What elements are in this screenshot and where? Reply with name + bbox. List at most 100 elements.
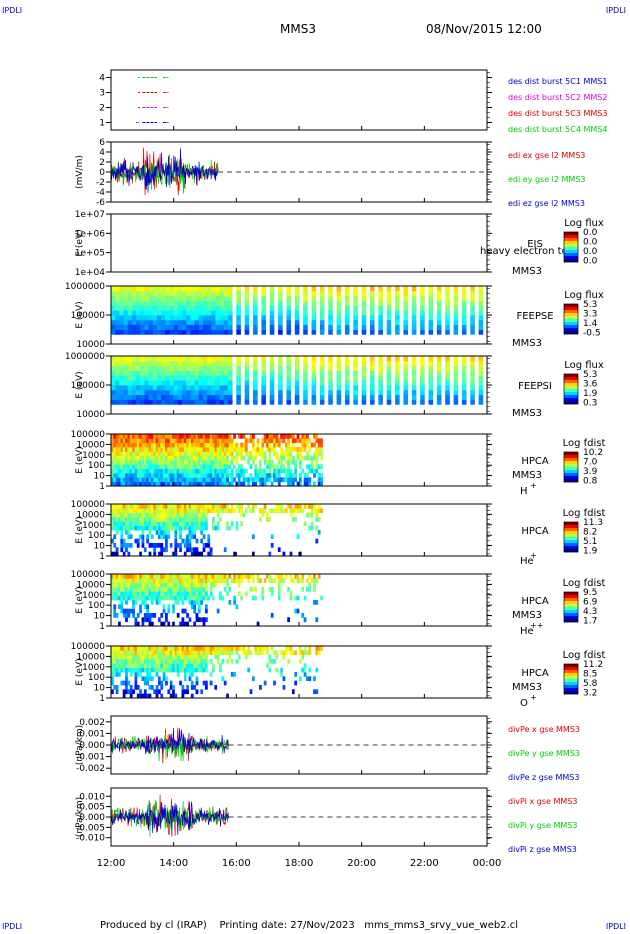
spectrogram-cell — [129, 508, 133, 514]
spectrogram-cell — [148, 543, 152, 548]
spectrogram-cell — [236, 375, 241, 381]
spectrogram-cell — [219, 574, 222, 579]
y-tick-label: 1 — [99, 552, 105, 562]
spectrogram-cell — [214, 574, 218, 579]
spectrogram-cell — [420, 365, 425, 371]
spectrogram-cell — [411, 310, 417, 316]
spectrogram-cell — [143, 595, 147, 601]
spectrogram-cell — [115, 685, 119, 690]
spectrogram-cell — [303, 481, 307, 487]
spectrogram-cell — [207, 477, 211, 483]
spectrogram-cell — [188, 667, 192, 673]
spectrogram-cell — [134, 464, 138, 470]
spectrogram-cell — [291, 517, 295, 522]
spectrogram-cell — [268, 434, 272, 439]
spectrogram-cell — [202, 512, 206, 518]
spectrogram-cell — [161, 380, 166, 386]
colorbar-tick-label: 3.9 — [583, 467, 598, 477]
spectrogram-cell — [188, 512, 192, 518]
spectrogram-cell — [242, 455, 246, 461]
spectrogram-cell — [169, 650, 173, 656]
spectrogram-cell — [244, 508, 248, 514]
spectrogram-cell — [244, 394, 250, 400]
spectrogram-cell — [111, 295, 116, 301]
spectrogram-cell — [162, 672, 166, 677]
spectrogram-cell — [129, 512, 133, 518]
spectrogram-cell — [436, 310, 442, 316]
legend-entry: des dist burst 5C3 MMS3 — [508, 109, 607, 118]
spectrogram-cell — [223, 324, 229, 330]
spectrogram-cell — [254, 481, 258, 487]
spectrogram-cell — [259, 650, 262, 656]
spectrogram-cell — [111, 587, 114, 592]
spectrogram-cell — [328, 360, 333, 367]
spectrogram-cell — [266, 646, 269, 651]
spectrogram-cell — [190, 667, 194, 673]
spectrogram-cell — [344, 360, 350, 367]
y-tick-label: 100000 — [71, 381, 106, 391]
spectrogram-cell — [195, 591, 199, 597]
spectrogram-cell — [328, 370, 333, 376]
spectrogram-cell — [202, 574, 206, 579]
spectrogram-cell — [212, 477, 215, 483]
spectrogram-cell — [132, 521, 135, 527]
colorbar-swatch — [564, 241, 578, 245]
spectrogram-cell — [179, 504, 182, 509]
spectrogram-cell — [319, 286, 325, 292]
colorbar-title: Log flux — [564, 360, 604, 371]
spectrogram-cell — [223, 385, 229, 391]
spectrogram-cell — [174, 595, 178, 601]
spectrogram-cell — [134, 460, 138, 465]
spectrogram-cell — [195, 689, 199, 695]
spectrogram-cell — [186, 319, 191, 326]
spectrogram-cell — [125, 468, 128, 474]
spectrogram-cell — [319, 389, 325, 396]
spectrogram-cell — [134, 667, 138, 673]
x-tick-label: 18:00 — [285, 858, 314, 869]
spectrogram-cell — [183, 504, 187, 509]
spectrogram-cell — [165, 654, 168, 660]
spectrogram-cell — [221, 595, 225, 601]
spectrogram-cell — [228, 438, 232, 444]
spectrogram-cell — [165, 286, 170, 292]
spectrogram-cell — [118, 663, 121, 669]
spectrogram-cell — [207, 286, 212, 292]
spectrogram-cell — [113, 438, 117, 444]
spectrogram-cell — [353, 324, 358, 330]
spectrogram-cell — [223, 460, 227, 465]
spectrogram-cell — [139, 587, 142, 592]
spectrogram-cell — [236, 365, 241, 371]
x-tick-label: 12:00 — [97, 858, 126, 869]
spectrogram-cell — [313, 473, 316, 478]
spectrogram-cell — [275, 574, 279, 579]
spectrogram-cell — [200, 591, 204, 597]
spectrogram-cell — [478, 310, 484, 316]
spectrogram-cell — [221, 646, 225, 651]
spectrogram-cell — [153, 447, 157, 452]
spectrogram-cell — [378, 394, 383, 400]
colorbar-swatch — [564, 670, 578, 674]
spectrogram-cell — [190, 460, 194, 465]
spectrogram-cell — [278, 394, 283, 400]
spectrogram-cell — [317, 646, 321, 651]
spectrogram-cell — [253, 300, 258, 306]
spectrogram-cell — [183, 663, 187, 669]
spectrogram-cell — [219, 286, 225, 292]
spectrogram-cell — [216, 481, 220, 487]
spectrogram-cell — [223, 504, 227, 509]
spectrogram-cell — [299, 438, 302, 444]
spectrogram-cell — [253, 315, 258, 321]
spectrogram-cell — [134, 582, 138, 588]
spectrogram-cell — [296, 447, 300, 452]
spectrogram-cell — [136, 438, 140, 444]
spectrogram-cell — [186, 438, 189, 444]
spectrogram-cell — [122, 654, 126, 660]
colorbar-swatch — [564, 247, 578, 251]
colorbar-tick-label: 0.0 — [583, 238, 598, 248]
spectrogram-cell — [478, 315, 484, 321]
spectrogram-cell — [160, 504, 164, 509]
spectrogram-cell — [244, 447, 248, 452]
spectrogram-cell — [172, 646, 175, 651]
spectrogram-cell — [115, 477, 119, 483]
spectrogram-cell — [176, 525, 180, 531]
